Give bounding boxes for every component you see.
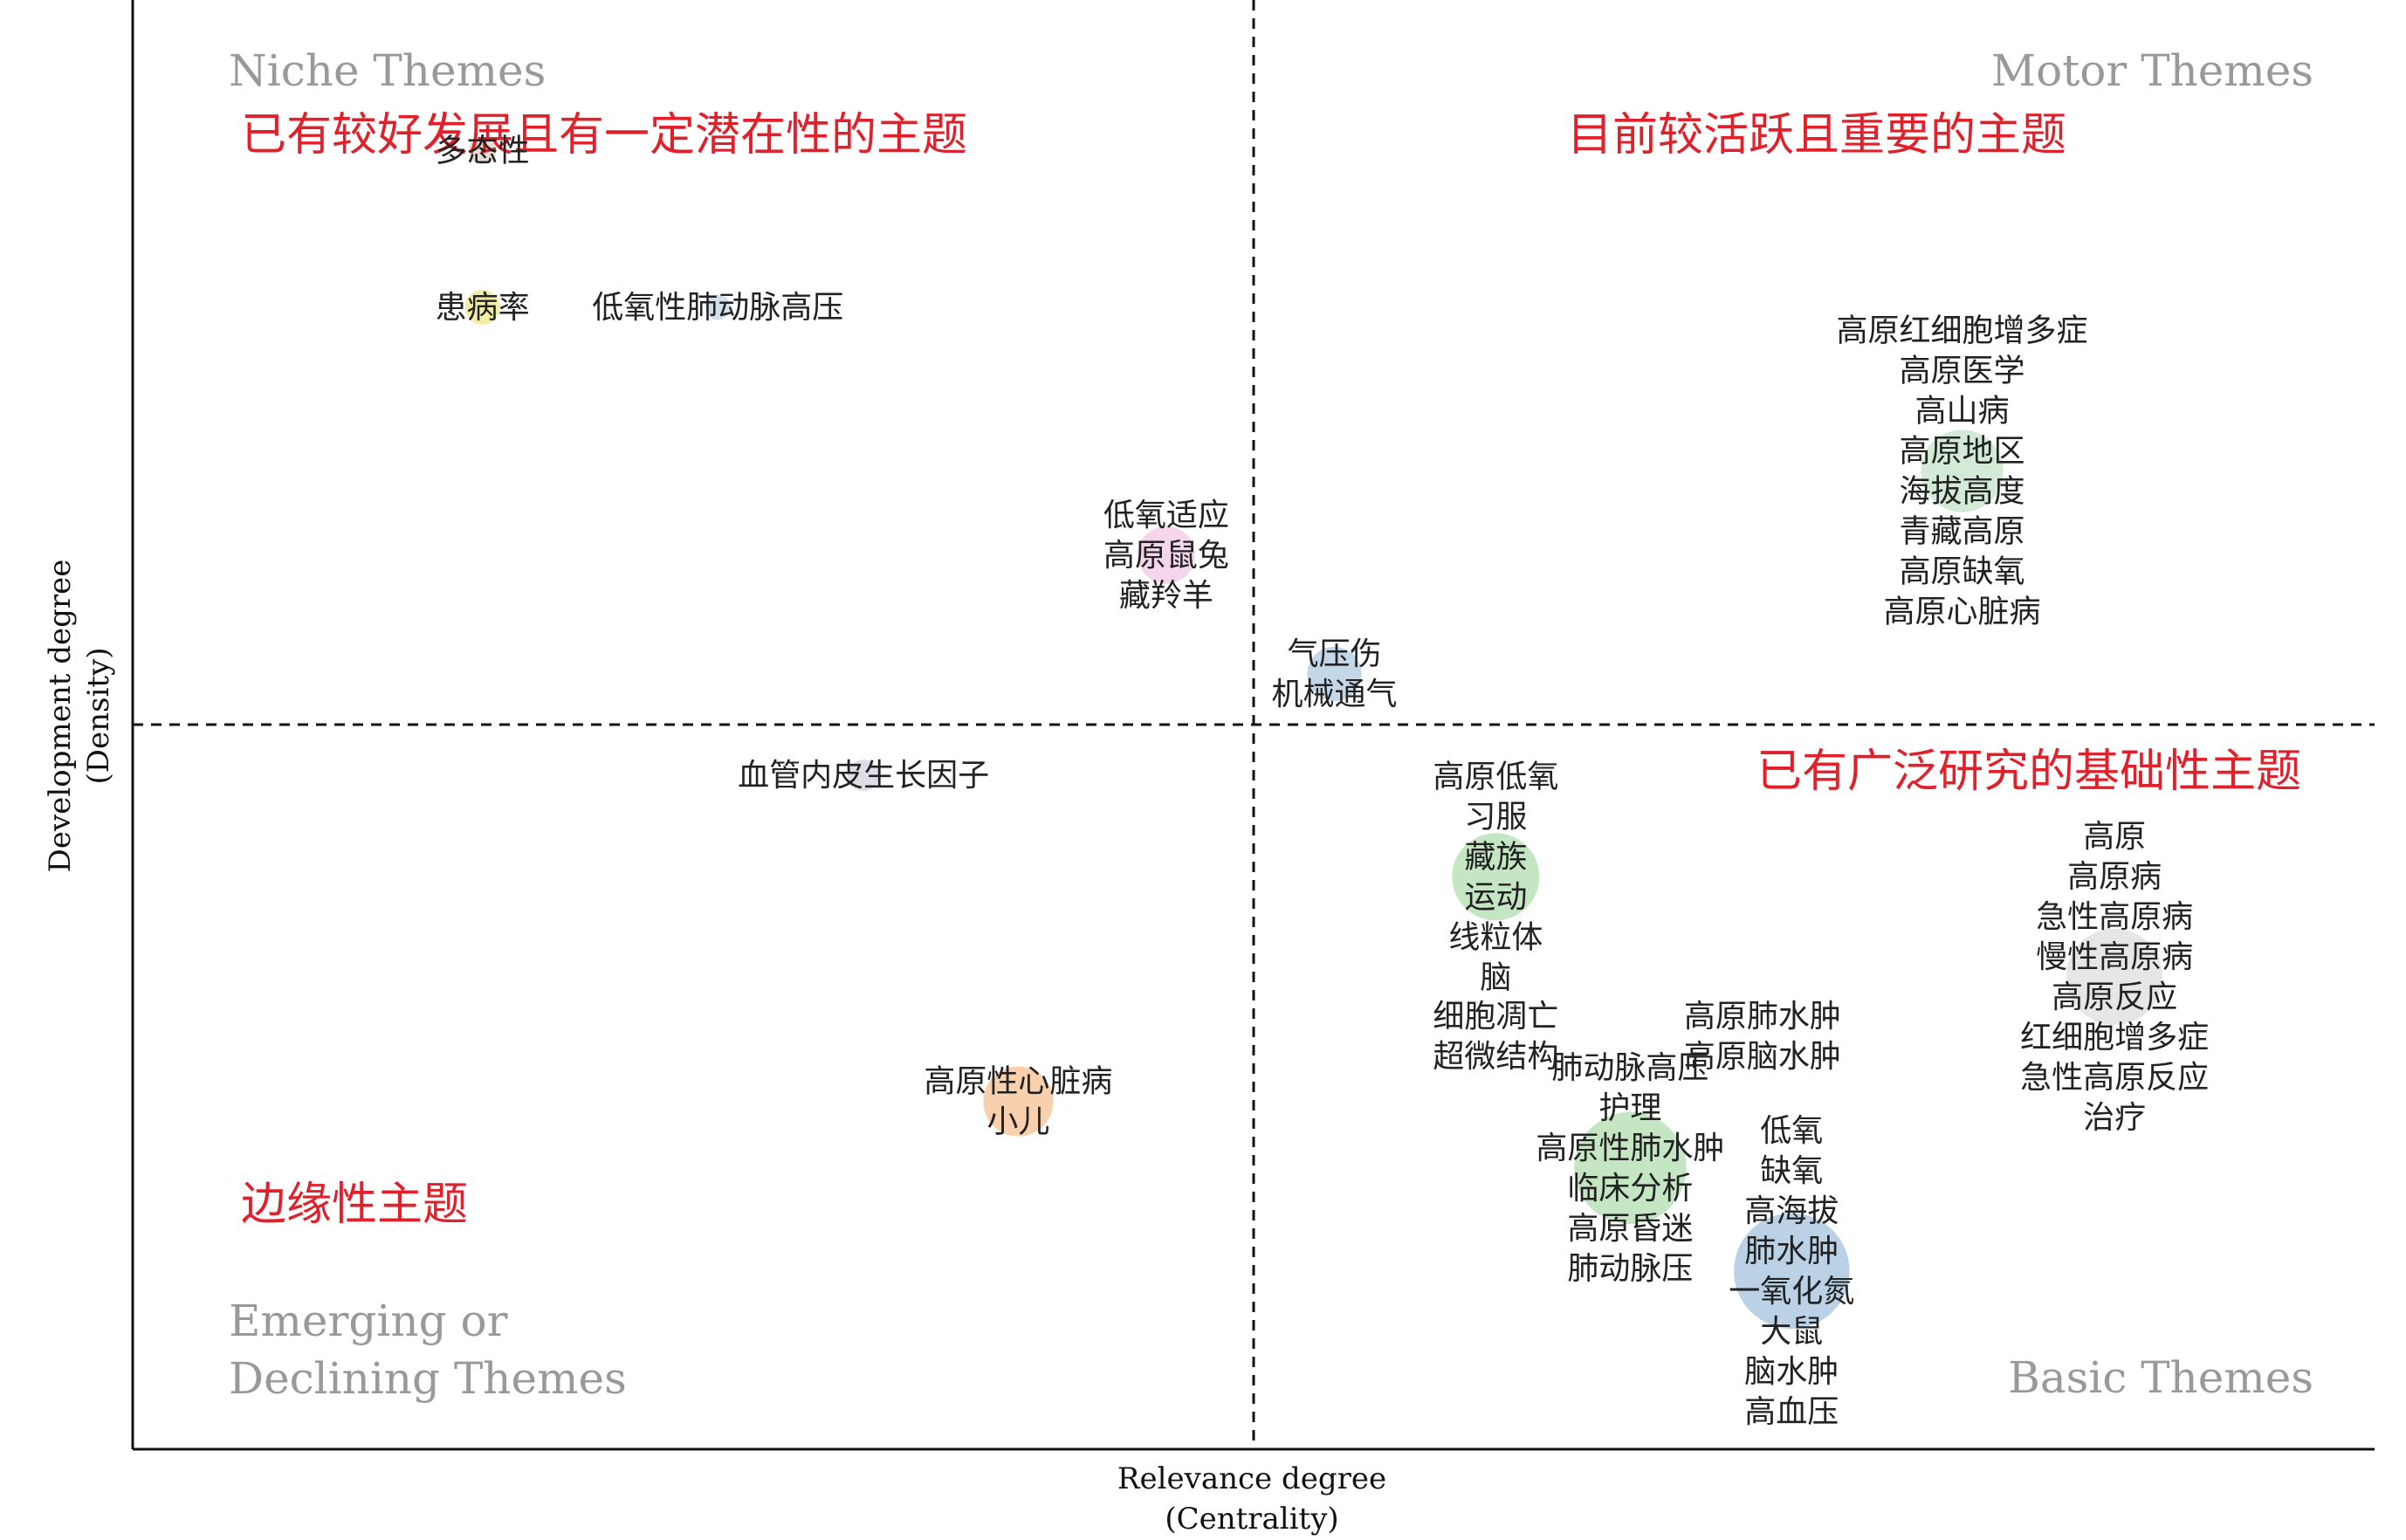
cluster-keyword: 高原 (2083, 819, 2146, 855)
cluster-keyword: 高原低氧 (1433, 759, 1558, 794)
cluster-bubble-c8 (983, 1066, 1054, 1137)
cluster-keyword: 藏族 (1464, 839, 1527, 875)
cluster-keyword: 治疗 (2083, 1100, 2146, 1136)
cluster-bubble-c14 (1734, 1213, 1850, 1330)
quadrant-description-motor: 目前较活跃且重要的主题 (1567, 109, 2066, 162)
cluster-keyword: 高原反应 (2052, 980, 2177, 1015)
cluster-keyword: 海拔高度 (1899, 474, 2024, 510)
cluster-keyword: 高海拔 (1744, 1193, 1839, 1229)
x-axis-subtitle: (Centrality) (1165, 1502, 1338, 1537)
quadrant-name-basic: Basic Themes (2008, 1352, 2313, 1403)
cluster-bubble-c1 (468, 136, 497, 165)
quadrant-name-emerging: Emerging or (229, 1296, 508, 1346)
quadrant-name-motor: Motor Themes (1991, 45, 2313, 96)
cluster-keyword: 藏羚羊 (1119, 578, 1213, 614)
cluster-keyword: 高原缺氧 (1899, 554, 2024, 590)
quadrant-name-niche: Niche Themes (229, 45, 546, 96)
cluster-bubble-c13 (1574, 1111, 1687, 1225)
cluster-keyword: 高原昏迷 (1567, 1211, 1693, 1247)
cluster-keyword: 线粒体 (1448, 919, 1543, 955)
cluster-keyword: 高原脑水肿 (1684, 1039, 1841, 1075)
cluster-keyword: 低氧性肺动脉高压 (592, 290, 843, 326)
x-axis-title: Relevance degree (1117, 1461, 1386, 1496)
cluster-bubble-c7 (848, 760, 880, 792)
quadrant-description-niche: 已有较好发展且有一定潜在性的主题 (241, 109, 967, 162)
cluster-bubble-c10 (2066, 928, 2163, 1026)
cluster-bubble-c3 (705, 294, 731, 320)
cluster-keyword: 低氧 (1760, 1113, 1823, 1149)
cluster-keyword: 患病率 (436, 290, 530, 326)
cluster-keyword: 青藏高原 (1899, 514, 2024, 550)
cluster-keyword: 高原红细胞增多症 (1836, 313, 2087, 349)
y-axis-subtitle: (Density) (81, 647, 116, 784)
cluster-keyword: 多态性 (436, 134, 530, 169)
cluster-keyword: 大鼠 (1760, 1314, 1823, 1350)
cluster-keyword: 细胞凋亡 (1433, 999, 1558, 1035)
quadrant-description-emerging: 边缘性主题 (241, 1179, 468, 1231)
cluster-bubble-c9 (1452, 833, 1540, 921)
y-axis-title: Development degree (43, 560, 78, 873)
quadrant-name-emerging: Declining Themes (229, 1353, 627, 1404)
cluster-bubble-c6 (1921, 430, 2004, 512)
cluster-keyword: 急性高原反应 (2020, 1060, 2209, 1096)
cluster-keyword: 习服 (1464, 799, 1527, 835)
cluster-keyword: 高血压 (1744, 1394, 1839, 1430)
cluster-keyword: 高原地区 (1899, 434, 2024, 470)
cluster-keyword: 运动 (1464, 879, 1527, 915)
cluster-keyword: 机械通气 (1271, 677, 1397, 712)
cluster-keyword: 护理 (1598, 1090, 1661, 1126)
axis-titles: Relevance degree (Centrality) Developmen… (43, 560, 1386, 1537)
cluster-keyword: 高原肺水肿 (1684, 999, 1841, 1035)
cluster-bubble-c5 (1307, 646, 1362, 701)
cluster-keyword: 高原病 (2067, 859, 2162, 895)
cluster-bubbles (464, 136, 2163, 1330)
cluster-keyword: 肺动脉高压 (1551, 1050, 1708, 1086)
cluster-keyword: 低氧适应 (1103, 498, 1229, 533)
axes (131, 0, 2375, 1451)
cluster-keyword: 血管内皮生长因子 (738, 758, 989, 794)
cluster-keyword: 高原心脏病 (1883, 595, 2040, 630)
cluster-keyword: 临床分析 (1567, 1171, 1693, 1207)
cluster-bubble-c4 (1137, 526, 1195, 584)
cluster-keyword: 脑水肿 (1744, 1354, 1839, 1390)
cluster-keyword: 气压伤 (1287, 636, 1381, 672)
cluster-keyword: 红细胞增多症 (2020, 1020, 2209, 1055)
cluster-keyword: 一氧化氮 (1729, 1274, 1854, 1310)
cluster-keyword: 高原医学 (1899, 354, 2024, 389)
quadrant-annotations: Niche Themes 已有较好发展且有一定潜在性的主题 Motor Themes… (229, 45, 2313, 1404)
cluster-keyword: 高原性肺水肿 (1536, 1131, 1724, 1166)
cluster-bubble-c2 (464, 290, 500, 325)
quadrant-description-basic: 已有广泛研究的基础性主题 (1756, 746, 2301, 798)
cluster-keyword: 慢性高原病 (2036, 939, 2193, 975)
cluster-keyword: 小儿 (986, 1104, 1049, 1140)
cluster-keyword: 急性高原病 (2036, 899, 2193, 935)
cluster-keyword: 缺氧 (1760, 1153, 1823, 1189)
cluster-keyword: 超微结构 (1433, 1039, 1558, 1075)
cluster-keyword: 高原性心脏病 (924, 1064, 1112, 1100)
cluster-keyword: 脑 (1480, 959, 1511, 995)
cluster-keyword: 肺动脉压 (1567, 1251, 1693, 1287)
cluster-keyword: 肺水肿 (1744, 1234, 1839, 1269)
cluster-keyword: 高原鼠兔 (1103, 538, 1229, 574)
cluster-keyword: 高山病 (1914, 394, 2009, 430)
